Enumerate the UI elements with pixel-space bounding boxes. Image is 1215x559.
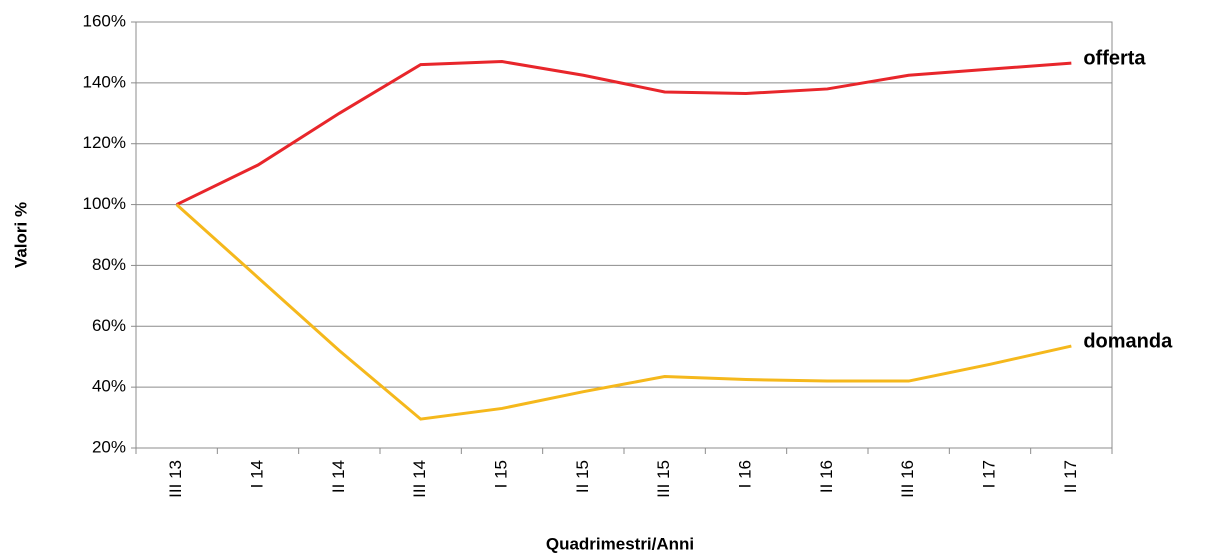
- x-tick-label: III 16: [898, 460, 917, 498]
- x-tick-label: I 16: [735, 460, 754, 488]
- y-tick-label: 20%: [92, 437, 126, 456]
- series-line: [175, 203, 1072, 421]
- x-tick-label: II 17: [1061, 460, 1080, 493]
- x-tick-label: I 15: [491, 460, 510, 488]
- x-tick-label: I 14: [247, 460, 266, 488]
- y-tick-label: 100%: [83, 194, 126, 213]
- x-tick-label: III 14: [410, 460, 429, 498]
- series-line: [176, 60, 1072, 206]
- y-tick-label: 60%: [92, 316, 126, 335]
- x-axis-title: Quadrimestri/Anni: [546, 534, 694, 553]
- y-tick-label: 80%: [92, 255, 126, 274]
- y-axis-title: Valori %: [11, 202, 30, 268]
- y-tick-label: 160%: [83, 11, 126, 30]
- x-tick-label: III 15: [654, 460, 673, 498]
- x-tick-label: II 14: [329, 460, 348, 493]
- series-label: domanda: [1083, 330, 1173, 352]
- y-tick-label: 40%: [92, 377, 126, 396]
- x-tick-label: II 16: [817, 460, 836, 493]
- y-tick-label: 120%: [83, 133, 126, 152]
- y-tick-label: 140%: [83, 72, 126, 91]
- series-label: offerta: [1083, 47, 1146, 69]
- x-tick-label: I 17: [979, 460, 998, 488]
- x-tick-label: III 13: [166, 460, 185, 498]
- x-tick-label: II 15: [573, 460, 592, 493]
